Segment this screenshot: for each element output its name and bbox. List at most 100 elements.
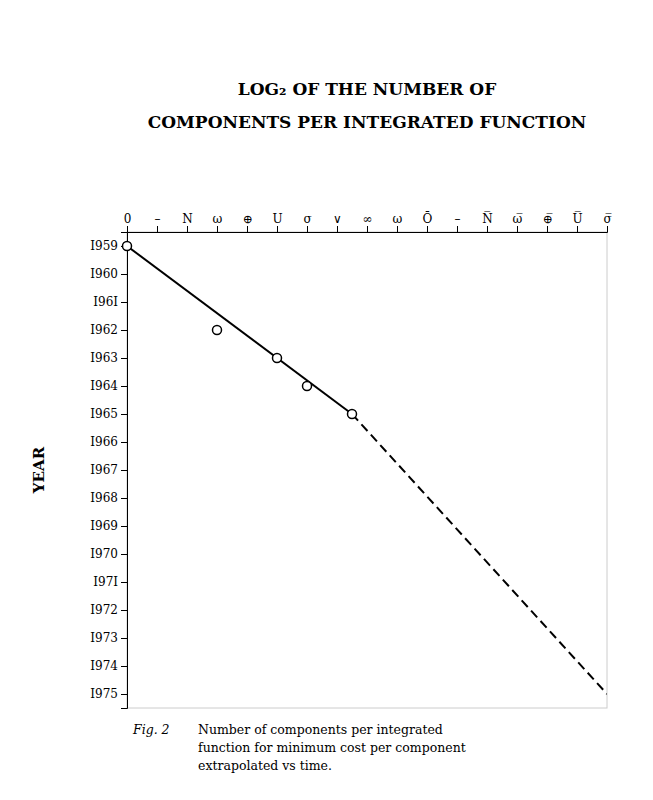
x-axis: 0 – Nω ⊕ Uσ ∨ ∞ ω Ō – N̅ ω̅ ⊕̅ U̅ σ̅ [124, 211, 612, 233]
points [123, 242, 357, 419]
x-tick: – [455, 212, 461, 232]
y-tick: I965 [90, 407, 127, 421]
y-tick: I970 [90, 547, 127, 561]
x-tick: ∨ [333, 212, 342, 232]
solid-line [127, 246, 352, 414]
y-tick-label: I959 [90, 239, 118, 253]
x-tick-label: U [272, 212, 282, 226]
y-tick: I974 [90, 659, 127, 673]
y-tick: I972 [90, 603, 127, 617]
y-axis-line [121, 233, 128, 709]
y-tick-mark [121, 274, 127, 275]
y-tick-mark [121, 414, 127, 415]
x-tick: 0 [124, 212, 132, 232]
y-tick-label: I969 [90, 519, 118, 533]
x-tick-label: 0 [124, 212, 132, 226]
y-tick-label: I967 [90, 463, 118, 477]
y-tick-mark [121, 330, 127, 331]
x-tick-mark [577, 226, 578, 232]
y-tick: I969 [90, 519, 127, 533]
x-tick-mark [367, 226, 368, 232]
plot-frame [127, 232, 607, 708]
x-tick: ω̅ [513, 212, 523, 232]
x-tick: σ [303, 212, 311, 232]
data-point [273, 354, 282, 363]
y-tick: I962 [90, 323, 127, 337]
y-tick-label: I966 [90, 435, 118, 449]
y-tick-label: I975 [90, 687, 118, 701]
x-tick-label: ∞ [363, 212, 373, 226]
y-tick-mark [121, 470, 127, 471]
y-tick-mark [121, 442, 127, 443]
y-tick-mark [121, 302, 127, 303]
x-tick-mark [247, 226, 248, 232]
x-tick-label: – [455, 212, 461, 226]
x-tick-mark [187, 226, 188, 232]
y-axis-title: YEAR [30, 446, 48, 494]
x-tick-mark [607, 226, 608, 232]
y-tick: I96I [93, 295, 127, 309]
x-tick-label: ⊕̅ [542, 212, 552, 226]
x-tick-mark [217, 226, 218, 232]
x-tick: ⊕ [242, 212, 252, 232]
x-tick-label: ω [393, 212, 403, 226]
data-point [303, 382, 312, 391]
y-tick-label: I964 [90, 379, 118, 393]
caption-label: Fig. 2 [132, 722, 170, 737]
x-tick: ω [213, 212, 223, 232]
chart: 0–Nω⊕Uσ∨∞ωŌ–N̅ω̅⊕̅U̅σ̅I959I960I96II962I9… [0, 0, 653, 800]
y-tick-mark [121, 694, 127, 695]
caption-text: Number of components per integrated [198, 722, 443, 737]
x-axis-line [128, 226, 608, 233]
plot-area: 0–Nω⊕Uσ∨∞ωŌ–N̅ω̅⊕̅U̅σ̅I959I960I96II962I9… [90, 211, 611, 709]
data-point [123, 242, 132, 251]
y-tick: I97I [93, 575, 127, 589]
x-tick: ω [393, 212, 403, 232]
y-tick: I959 [90, 239, 127, 253]
x-tick-mark [307, 226, 308, 232]
y-tick-mark [121, 610, 127, 611]
y-tick-label: I96I [93, 295, 118, 309]
y-tick-label: I965 [90, 407, 118, 421]
y-tick-label: I972 [90, 603, 118, 617]
y-tick-mark [121, 386, 127, 387]
data-point [348, 410, 357, 419]
x-tick-label: N̅ [482, 211, 493, 226]
x-tick-mark [547, 226, 548, 232]
x-tick: ⊕̅ [542, 212, 552, 232]
y-tick-mark [121, 638, 127, 639]
x-tick: σ̅ [603, 212, 611, 232]
y-axis: I959 I960 I96I I962 I963 I964 I965 I966 I967 I968… [90, 233, 127, 709]
x-tick-label: ω [213, 212, 223, 226]
caption-text: extrapolated vs time. [198, 758, 332, 773]
x-tick-label: σ [303, 212, 311, 226]
y-tick-label: I962 [90, 323, 118, 337]
y-tick: I967 [90, 463, 127, 477]
data-point [213, 326, 222, 335]
x-tick-mark [157, 226, 158, 232]
y-tick-mark [121, 358, 127, 359]
title: LOG₂ OF THE NUMBER OF [238, 79, 496, 99]
x-tick-mark [277, 226, 278, 232]
x-tick-mark [487, 226, 488, 232]
dashed-line [352, 414, 607, 694]
x-tick-label: – [155, 212, 161, 226]
x-tick-mark [337, 226, 338, 232]
x-tick-label: U̅ [572, 211, 582, 226]
x-tick-label: N [182, 212, 193, 226]
x-tick: U̅ [572, 211, 582, 232]
y-tick-mark [121, 582, 127, 583]
y-tick-label: I960 [90, 267, 118, 281]
y-tick-mark [121, 554, 127, 555]
x-tick-mark [127, 226, 128, 232]
y-tick-label: I968 [90, 491, 118, 505]
y-tick-label: I974 [90, 659, 118, 673]
x-tick: Ō [423, 211, 433, 232]
y-tick: I963 [90, 351, 127, 365]
x-tick-label: ∨ [333, 212, 342, 226]
x-tick: – [155, 212, 161, 232]
y-tick-label: I963 [90, 351, 118, 365]
x-tick: N̅ [482, 211, 493, 232]
x-tick: ∞ [363, 212, 373, 232]
y-tick: I975 [90, 687, 127, 701]
